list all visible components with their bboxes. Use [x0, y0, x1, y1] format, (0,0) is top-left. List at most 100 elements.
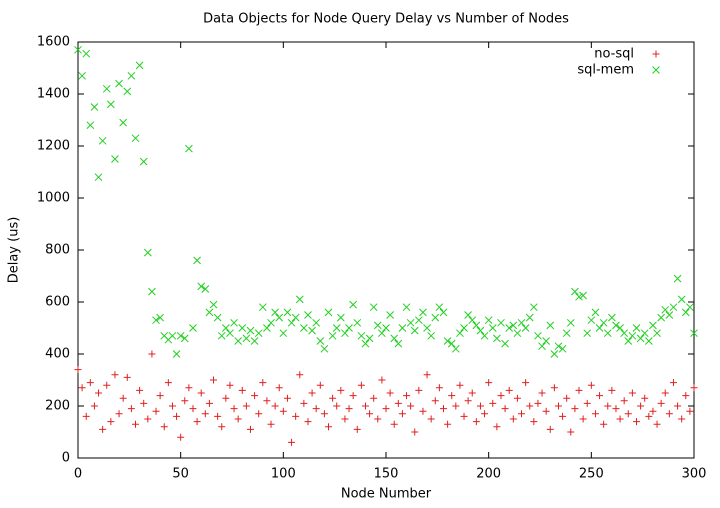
point [148, 350, 156, 358]
point [464, 397, 472, 405]
point [292, 412, 300, 420]
point [571, 405, 579, 413]
point [402, 303, 411, 312]
point [152, 316, 160, 325]
point [599, 318, 608, 327]
point [435, 384, 443, 392]
point [452, 402, 460, 410]
legend-label: no-sql [594, 47, 634, 62]
point [562, 329, 571, 338]
point [168, 331, 177, 340]
point [542, 337, 551, 345]
point [554, 342, 563, 351]
point [448, 392, 456, 400]
point [575, 386, 583, 394]
point [152, 407, 160, 415]
point [637, 402, 645, 410]
point [234, 337, 243, 345]
point [123, 373, 131, 381]
point [661, 305, 670, 314]
point [468, 316, 477, 325]
point [320, 410, 328, 418]
point [357, 381, 365, 389]
point [308, 326, 316, 335]
point [620, 329, 629, 338]
x-tick-label: 100 [271, 467, 296, 482]
point [230, 318, 238, 327]
point [534, 331, 542, 340]
point [119, 118, 128, 127]
point [115, 79, 123, 88]
point [480, 331, 489, 340]
point [525, 313, 534, 322]
point [255, 410, 263, 418]
point [632, 324, 641, 332]
point [558, 344, 567, 353]
point [221, 324, 230, 332]
y-tick-label: 1200 [37, 139, 70, 154]
point [283, 394, 291, 402]
point [649, 407, 657, 415]
point [316, 381, 324, 389]
point [374, 415, 382, 423]
point [193, 256, 201, 265]
point [90, 402, 98, 410]
point [575, 292, 583, 301]
point [608, 313, 616, 322]
point [517, 318, 526, 327]
point [316, 337, 325, 345]
point [168, 402, 176, 410]
point [439, 308, 448, 317]
point [242, 402, 250, 410]
y-axis-label: Delay (us) [7, 217, 22, 284]
point [156, 313, 164, 322]
point [139, 157, 148, 166]
point [144, 415, 152, 423]
point [361, 339, 370, 348]
x-tick-label: 250 [579, 467, 604, 482]
x-tick-label: 0 [74, 467, 82, 482]
point [332, 324, 341, 332]
point [275, 384, 283, 392]
point [291, 313, 300, 322]
point [336, 313, 345, 322]
point [649, 321, 657, 330]
point [78, 71, 86, 80]
point [135, 61, 144, 70]
point [501, 339, 509, 348]
point [677, 295, 686, 304]
point [259, 379, 267, 387]
point [119, 394, 127, 402]
point [542, 407, 550, 415]
point [633, 418, 641, 426]
point [156, 392, 164, 400]
point [665, 311, 674, 319]
point [185, 384, 193, 392]
point [312, 318, 321, 327]
point [411, 428, 419, 436]
point [185, 144, 193, 153]
point [472, 321, 481, 330]
point [674, 402, 682, 410]
point [275, 313, 284, 322]
point [678, 415, 686, 423]
point [230, 405, 238, 413]
chart-title: Data Objects for Node Query Delay vs Num… [203, 12, 569, 27]
point [238, 386, 246, 394]
point [398, 324, 407, 332]
point [673, 274, 682, 283]
point [267, 420, 275, 428]
point [653, 420, 661, 428]
point [612, 321, 620, 330]
point [444, 420, 452, 428]
point [603, 329, 612, 338]
point [136, 386, 144, 394]
y-tick-label: 800 [45, 243, 70, 258]
point [222, 394, 230, 402]
point [476, 402, 484, 410]
point [312, 405, 320, 413]
point [337, 386, 345, 394]
y-tick-label: 1000 [37, 191, 70, 206]
point [226, 381, 234, 389]
point [567, 428, 575, 436]
